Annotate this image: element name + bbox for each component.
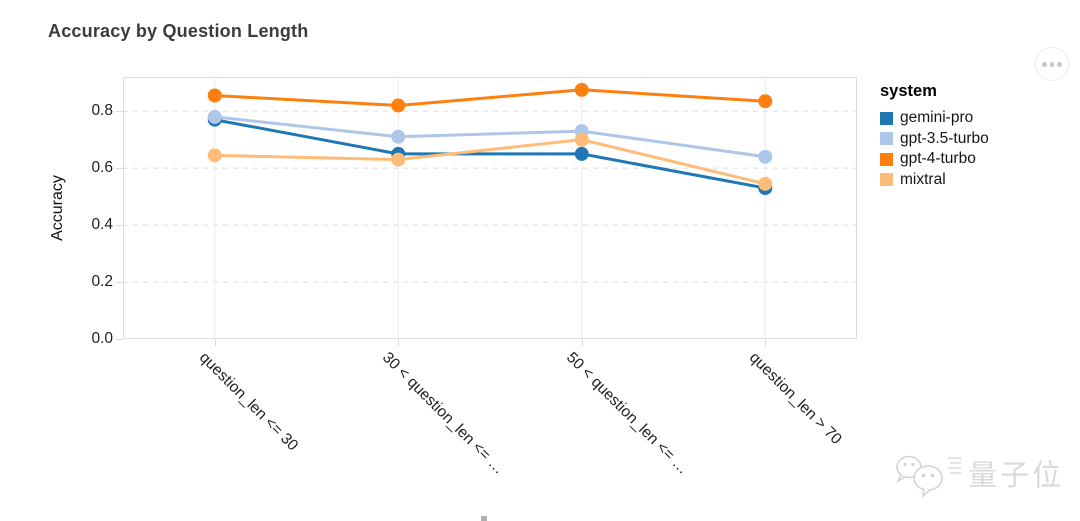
x-tick-label: 50 < question_len <= … bbox=[562, 349, 692, 478]
line-gpt-3.5-turbo bbox=[214, 115, 766, 159]
legend-label: gpt-3.5-turbo bbox=[900, 129, 989, 147]
legend-swatch-icon bbox=[880, 111, 893, 125]
y-tick-label: 0.2 bbox=[91, 273, 113, 291]
legend-title: system bbox=[880, 82, 937, 100]
y-tick-mark bbox=[116, 282, 123, 284]
line-mixtral bbox=[214, 138, 766, 186]
x-tick-mark bbox=[581, 340, 583, 346]
point-mixtral-0 bbox=[207, 148, 222, 163]
legend-label: mixtral bbox=[900, 170, 946, 188]
y-tick-mark bbox=[116, 111, 123, 113]
line-gpt-4-turbo bbox=[214, 88, 766, 107]
watermark-text: 量子位 bbox=[967, 459, 1064, 492]
plot-border bbox=[123, 77, 857, 339]
y-tick-label: 0.0 bbox=[91, 330, 113, 347]
point-gpt-3.5-turbo-3 bbox=[758, 149, 773, 164]
legend-items: gemini-pro gpt-3.5-turbo gpt-4-turbo mixtra… bbox=[880, 108, 989, 190]
x-tick-mark bbox=[765, 340, 767, 346]
point-gpt-4-turbo-1 bbox=[391, 98, 406, 113]
legend-swatch-icon bbox=[880, 132, 893, 146]
watermark: 量子位 bbox=[891, 449, 1064, 503]
point-mixtral-1 bbox=[391, 152, 406, 167]
ellipsis-icon bbox=[1049, 61, 1055, 67]
x-tick-mark bbox=[398, 340, 400, 346]
point-gpt-4-turbo-2 bbox=[574, 82, 589, 97]
y-tick-mark bbox=[116, 168, 123, 170]
point-gpt-4-turbo-0 bbox=[207, 88, 222, 103]
ellipsis-icon bbox=[1057, 61, 1063, 67]
legend-swatch-icon bbox=[880, 152, 893, 166]
clipped-axis-text-sliver bbox=[481, 516, 487, 521]
point-gpt-3.5-turbo-0 bbox=[207, 109, 222, 124]
point-gpt-3.5-turbo-1 bbox=[391, 129, 406, 144]
x-tick-label: 30 < question_len <= … bbox=[379, 349, 508, 478]
legend-label: gpt-4-turbo bbox=[900, 150, 976, 168]
more-options-button[interactable] bbox=[1035, 47, 1069, 81]
line-gemini-pro bbox=[214, 118, 766, 190]
legend-swatch-icon bbox=[880, 173, 893, 187]
legend: system gemini-pro gpt-3.5-turbo gpt-4-turb… bbox=[880, 82, 989, 190]
point-gemini-pro-2 bbox=[574, 146, 589, 161]
legend-item-gpt-3.5-turbo: gpt-3.5-turbo bbox=[880, 129, 989, 150]
legend-item-gpt-4-turbo: gpt-4-turbo bbox=[880, 149, 989, 170]
chart-title: Accuracy by Question Length bbox=[48, 21, 309, 41]
x-tick-label: question_len <= 30 bbox=[195, 349, 301, 455]
wechat-bubbles-icon bbox=[896, 455, 961, 498]
point-mixtral-2 bbox=[574, 132, 589, 147]
y-tick-label: 0.4 bbox=[91, 216, 113, 234]
legend-item-mixtral: mixtral bbox=[880, 170, 989, 191]
chart-canvas bbox=[123, 77, 857, 339]
y-tick-label: 0.8 bbox=[91, 102, 113, 120]
y-tick-mark bbox=[116, 339, 123, 340]
y-tick-label: 0.6 bbox=[91, 159, 113, 177]
point-gpt-4-turbo-3 bbox=[758, 94, 773, 109]
x-tick-label: question_len > 70 bbox=[746, 349, 846, 448]
legend-item-gemini-pro: gemini-pro bbox=[880, 108, 989, 129]
y-tick-mark bbox=[116, 225, 123, 227]
legend-label: gemini-pro bbox=[900, 109, 974, 127]
plot-area bbox=[123, 77, 857, 339]
ellipsis-icon bbox=[1042, 61, 1047, 67]
point-mixtral-3 bbox=[758, 176, 773, 191]
x-tick-mark bbox=[214, 340, 216, 346]
